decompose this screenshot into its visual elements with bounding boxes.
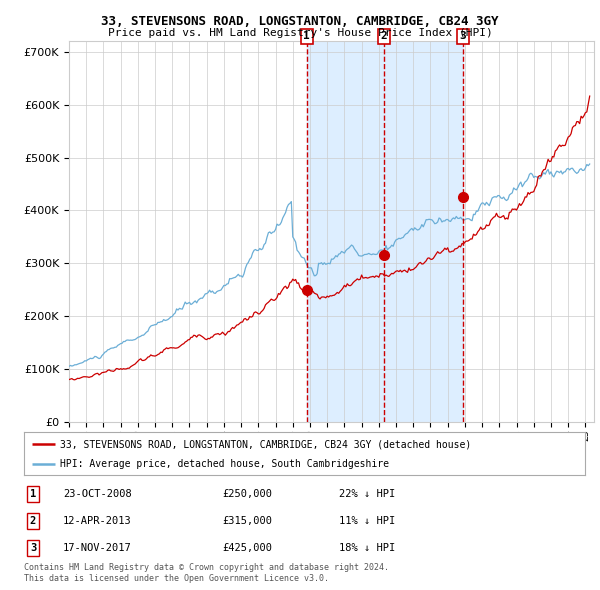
Text: 23-OCT-2008: 23-OCT-2008 [63, 489, 132, 499]
Text: Price paid vs. HM Land Registry's House Price Index (HPI): Price paid vs. HM Land Registry's House … [107, 28, 493, 38]
Text: 2: 2 [380, 31, 387, 41]
Text: 33, STEVENSONS ROAD, LONGSTANTON, CAMBRIDGE, CB24 3GY: 33, STEVENSONS ROAD, LONGSTANTON, CAMBRI… [101, 15, 499, 28]
Text: 1: 1 [30, 489, 36, 499]
Text: £425,000: £425,000 [222, 543, 272, 553]
Text: £315,000: £315,000 [222, 516, 272, 526]
Bar [307, 41, 463, 422]
Text: Contains HM Land Registry data © Crown copyright and database right 2024.: Contains HM Land Registry data © Crown c… [24, 563, 389, 572]
Text: 1: 1 [304, 31, 310, 41]
Text: 3: 3 [460, 31, 466, 41]
Text: 12-APR-2013: 12-APR-2013 [63, 516, 132, 526]
Text: 11% ↓ HPI: 11% ↓ HPI [339, 516, 395, 526]
Text: This data is licensed under the Open Government Licence v3.0.: This data is licensed under the Open Gov… [24, 574, 329, 583]
Text: 22% ↓ HPI: 22% ↓ HPI [339, 489, 395, 499]
Text: 3: 3 [30, 543, 36, 553]
Text: HPI: Average price, detached house, South Cambridgeshire: HPI: Average price, detached house, Sout… [61, 460, 389, 469]
Text: 17-NOV-2017: 17-NOV-2017 [63, 543, 132, 553]
Text: 18% ↓ HPI: 18% ↓ HPI [339, 543, 395, 553]
Text: 33, STEVENSONS ROAD, LONGSTANTON, CAMBRIDGE, CB24 3GY (detached house): 33, STEVENSONS ROAD, LONGSTANTON, CAMBRI… [61, 440, 472, 450]
Text: £250,000: £250,000 [222, 489, 272, 499]
Text: 2: 2 [30, 516, 36, 526]
